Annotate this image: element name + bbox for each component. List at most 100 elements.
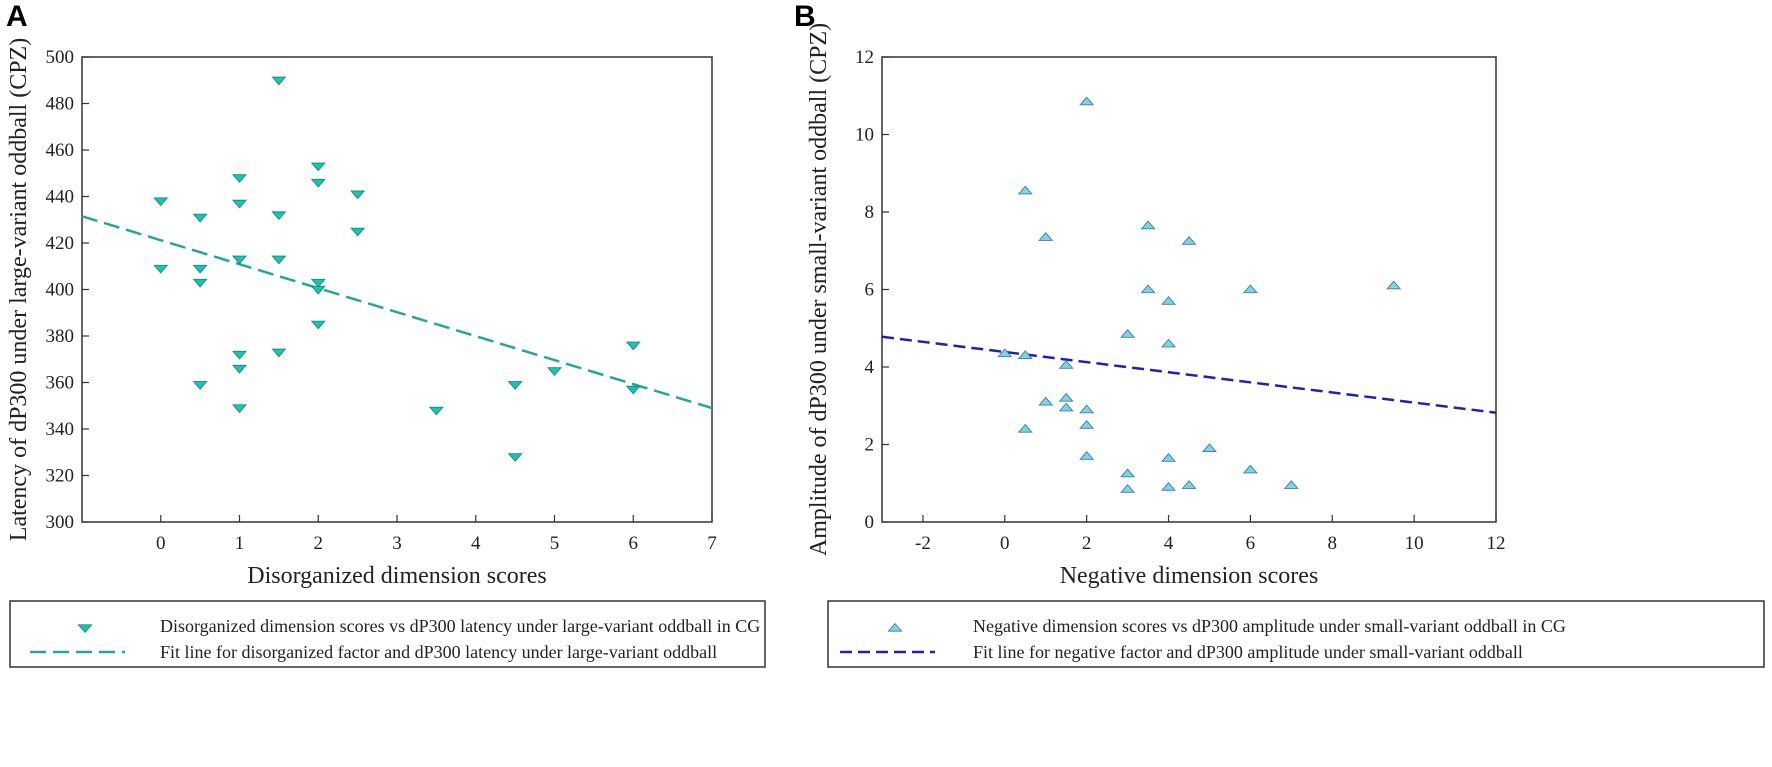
legend-box-a [9,600,766,668]
x-tick-label: 0 [156,533,166,554]
data-point [1120,468,1136,478]
x-ticks-b: -2 0 2 4 6 8 10 12 [915,515,1506,554]
fit-line-b [881,335,1497,414]
x-tick-label: 1 [235,533,245,554]
data-point [153,264,169,274]
legend-marker-b [887,622,903,632]
data-point [625,341,641,351]
x-tick-label: -2 [915,533,931,554]
data-point [428,406,444,416]
x-axis-label-a: Disorganized dimension scores [247,563,547,589]
scatter-points-a [153,76,641,462]
x-tick-label: 10 [1405,533,1424,554]
data-point [232,255,247,265]
data-point [271,348,287,358]
x-ticks-a: 0 1 2 3 4 5 6 7 [156,515,717,554]
y-tick-label: 2 [865,435,875,456]
y-tick-label: 12 [855,47,874,68]
x-axis-label-b: Negative dimension scores [1060,563,1319,589]
data-point [310,278,326,288]
panel-letter-b: B [794,0,816,33]
data-point [271,211,287,221]
y-axis-label-b: Amplitude of dP300 under small-variant o… [806,23,832,556]
data-point [1120,328,1136,338]
data-point [310,178,326,188]
y-ticks-a: 300 320 340 360 380 400 420 440 460 480 500 [46,47,89,533]
legend-label-marker-b: Negative dimension scores vs dP300 ampli… [973,616,1566,636]
x-tick-label: 5 [550,533,560,554]
data-point [1058,392,1074,402]
data-point [232,404,247,414]
data-point [192,213,208,223]
legend-box-b [827,600,1765,668]
legend-label-line-a: Fit line for disorganized factor and dP3… [160,642,717,662]
data-point [1283,480,1299,489]
y-tick-label: 360 [46,373,75,394]
data-point [1038,396,1054,406]
y-tick-label: 400 [46,280,75,301]
legend-marker-a [77,624,93,634]
data-point [232,174,247,183]
fit-line-a [81,215,713,410]
data-point [1161,482,1177,491]
legend-label-marker-a: Disorganized dimension scores vs dP300 l… [160,616,760,636]
data-point [153,197,169,207]
x-tick-label: 4 [1164,533,1174,554]
data-point [1079,451,1095,460]
data-point [1161,296,1177,305]
data-point [232,350,247,360]
data-point [192,278,208,288]
y-tick-label: 480 [46,94,75,115]
data-point [1017,185,1033,195]
legend-marker-symbol [887,622,903,632]
y-tick-label: 0 [865,512,875,533]
data-point [1140,284,1156,294]
data-point [1120,483,1136,493]
y-tick-label: 440 [46,187,75,208]
y-tick-label: 380 [46,326,75,347]
panel-letter-a: A [6,0,28,33]
data-point [310,285,326,295]
data-point [310,162,326,172]
y-tick-label: 4 [865,357,875,378]
y-ticks-b: 0 2 4 6 8 10 12 [855,47,889,533]
data-point [1242,464,1258,474]
plot-frame-a [81,56,713,523]
x-tick-label: 8 [1328,533,1338,554]
y-tick-label: 10 [855,125,874,146]
y-tick-label: 300 [46,512,75,533]
data-point [1386,280,1402,290]
panel-a: A 300 320 340 360 380 400 420 440 460 480 500 0 1 2 3… [6,0,766,668]
legend-a: Disorganized dimension scores vs dP300 l… [9,600,766,668]
x-tick-label: 7 [707,533,717,554]
y-tick-label: 500 [46,47,75,68]
data-point [507,453,523,462]
y-tick-label: 340 [46,419,75,440]
data-point [1038,232,1054,241]
y-tick-label: 6 [865,280,875,301]
x-tick-label: 4 [471,533,481,554]
data-point [232,364,247,374]
data-point [1058,402,1074,412]
panel-b: B 0 2 4 6 8 10 12 -2 0 2 4 6 8 10 12 Negative dimensi… [794,0,1765,668]
data-point [1058,359,1074,369]
data-point [1161,452,1177,462]
scatter-points-b [997,96,1402,493]
plot-frame-b [881,56,1497,523]
data-point [1140,220,1156,230]
x-tick-label: 3 [392,533,402,554]
y-tick-label: 460 [46,140,75,161]
x-tick-label: 2 [1082,533,1092,554]
data-point [1079,404,1095,414]
data-point [271,76,287,86]
y-axis-label-a: Latency of dP300 under large-variant odd… [6,38,32,541]
data-point [271,255,287,265]
data-point [997,348,1013,358]
data-point [350,190,366,200]
data-point [507,381,523,390]
data-point [1201,443,1217,453]
data-point [232,199,247,209]
legend-marker-symbol [77,624,93,634]
data-point [1242,284,1258,294]
x-tick-label: 6 [1246,533,1256,554]
